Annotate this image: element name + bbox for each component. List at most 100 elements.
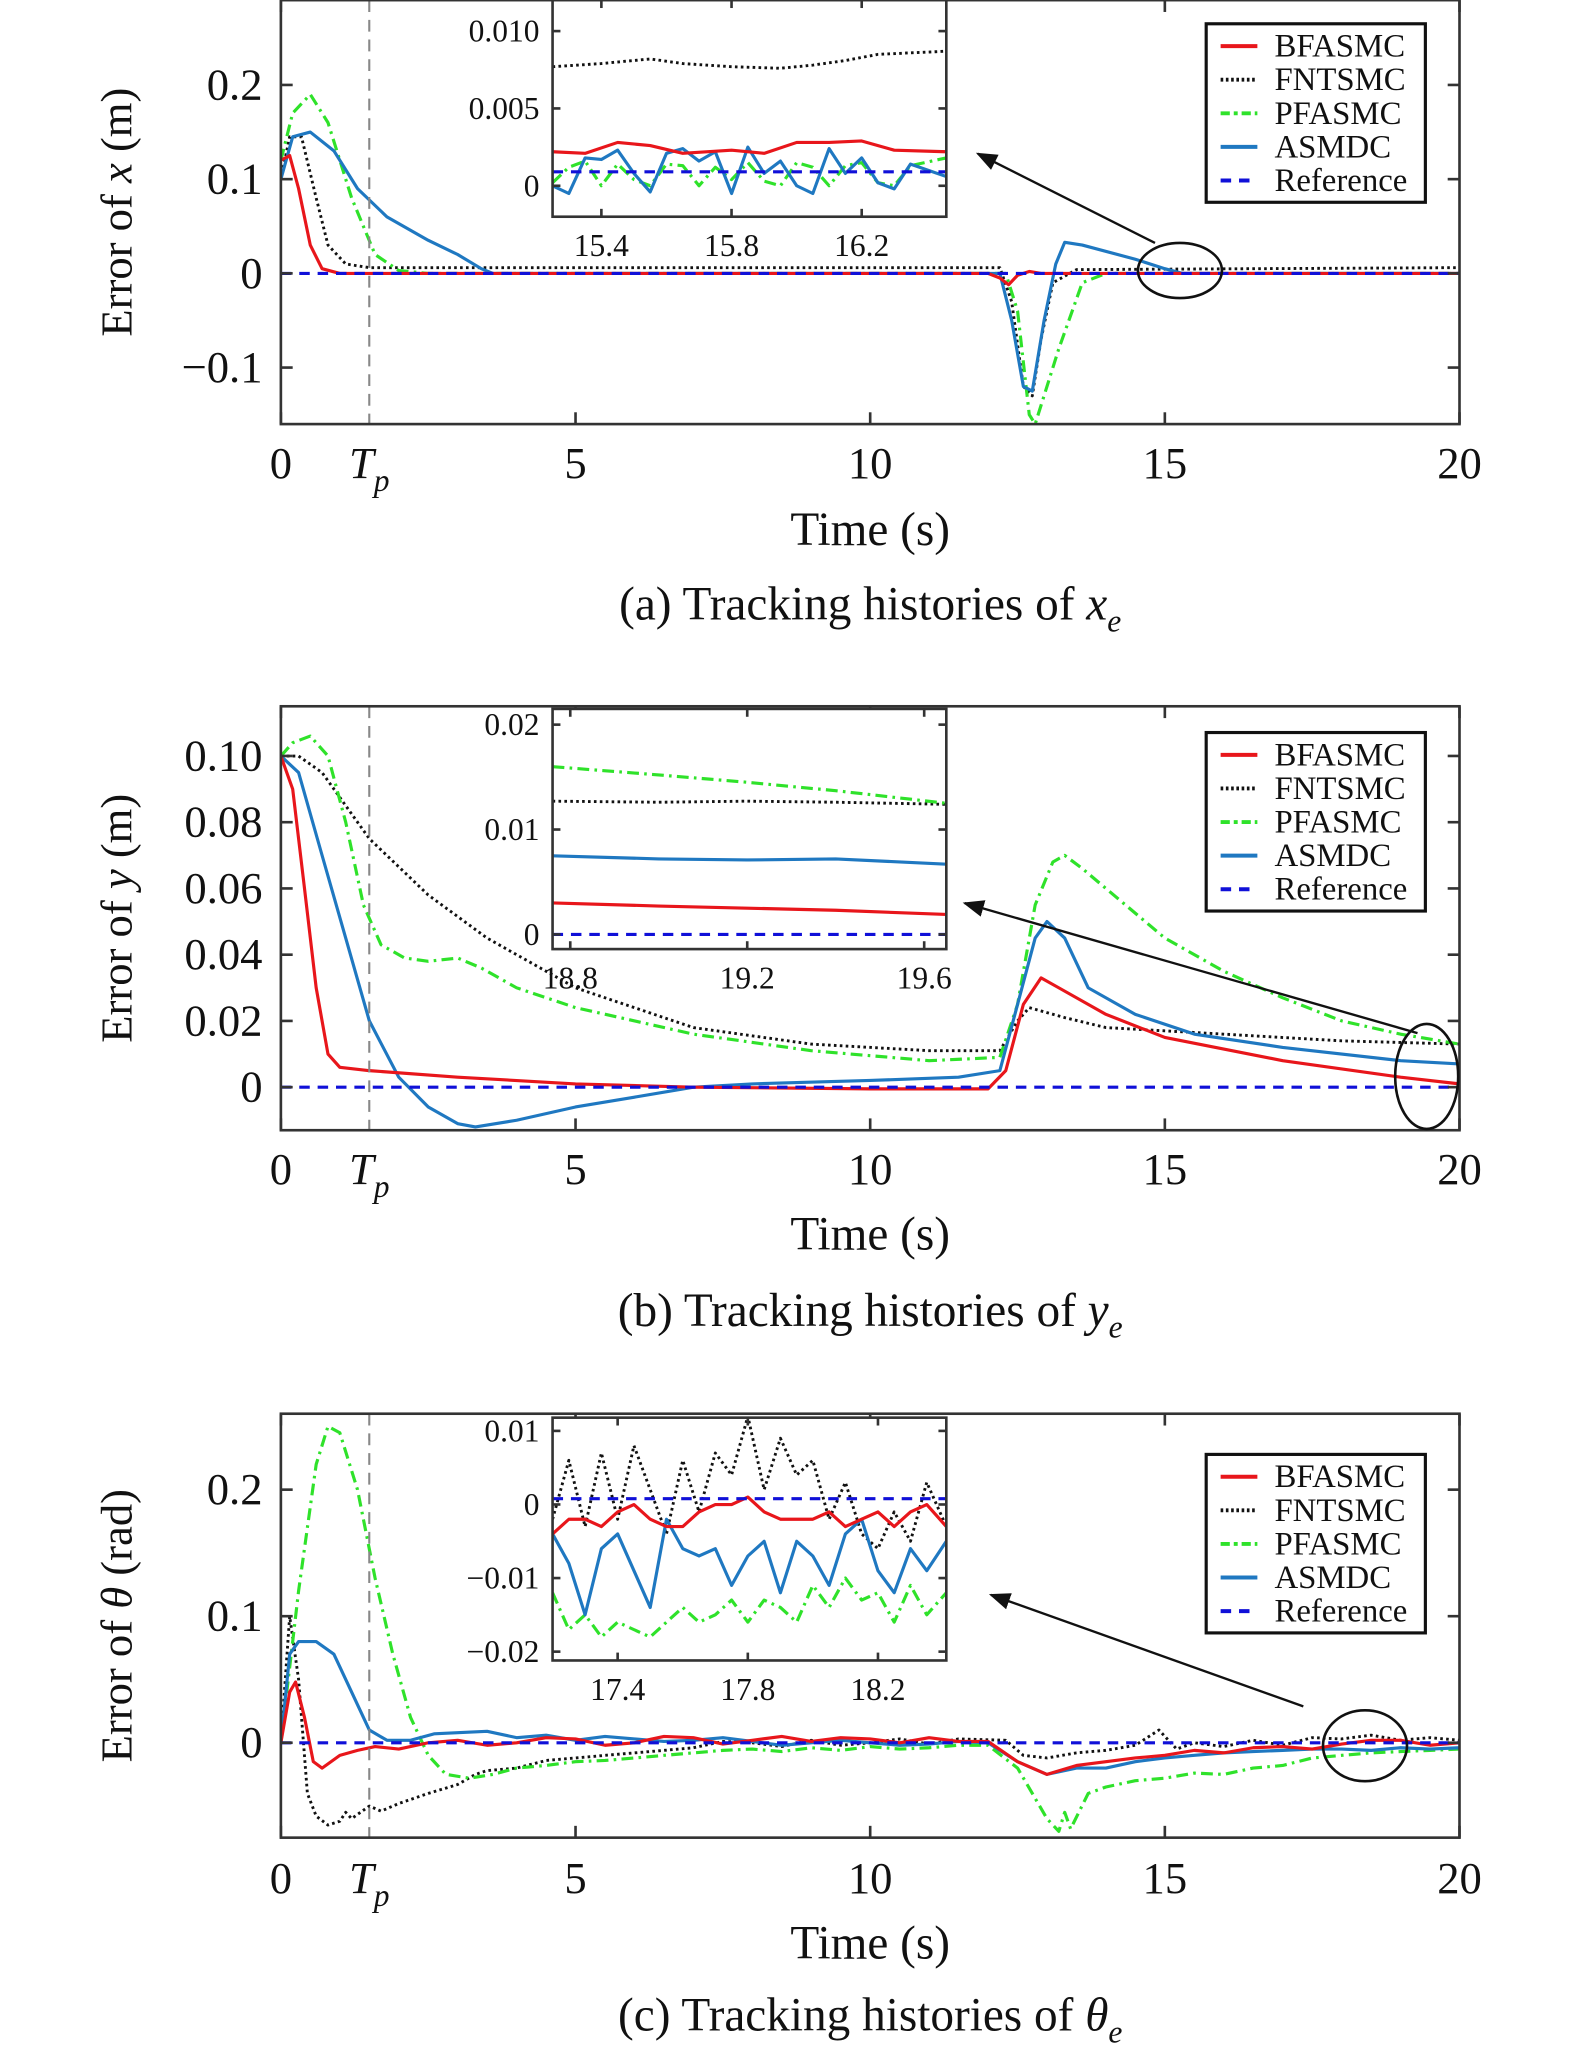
y-axis-label: Error of θ (rad) (91, 1489, 141, 1762)
inset-series-asmdc (552, 1517, 947, 1617)
main-series-pfasmc (280, 734, 1460, 1063)
inset-x-tick-label: 19.6 (897, 960, 952, 995)
x-axis-label: Time (s) (790, 1917, 950, 1969)
inset-series-pfasmc (552, 1576, 947, 1639)
inset-x-tick-label: 15.8 (704, 228, 759, 263)
y-tick-label: 0.06 (184, 863, 262, 913)
y-tick-label: 0 (240, 1717, 262, 1767)
legend-label-fntsmc: FNTSMC (1274, 1493, 1405, 1529)
caption-var: y (1084, 1285, 1109, 1337)
y-label-prefix: Error of (91, 183, 141, 337)
inset-x-tick-label: 17.4 (590, 1672, 645, 1707)
caption-sub: e (1109, 1310, 1123, 1345)
legend-label-reference: Reference (1274, 1594, 1407, 1630)
inset-x-tick-label: 18.2 (850, 1672, 905, 1707)
y-label-prefix: Error of (91, 889, 141, 1043)
x-tick-label: 5 (564, 438, 586, 488)
x-axis-label: Time (s) (790, 504, 950, 556)
inset-x-tick-label: 16.2 (834, 228, 889, 263)
y-tick-label: 0.08 (184, 797, 262, 847)
inset-y-tick-label: 0 (524, 1487, 540, 1522)
panel-b: 0 5 10 15 20 Tp 0 0.02 0.04 0.06 0.08 0.10 Error of … (91, 704, 1482, 1345)
y-label-suffix: (m) (91, 88, 141, 164)
x-tick-label: 0 (270, 1853, 292, 1903)
x-tick-label: 15 (1143, 1853, 1188, 1903)
inset-series-bfasmc (552, 901, 947, 917)
inset-plot: 18.8 19.2 19.6 0 0.01 0.02 (484, 707, 951, 995)
inset-plot: 17.4 17.8 18.2 −0.02 −0.01 0 0.01 (467, 1413, 948, 1707)
y-tick-label: 0 (240, 248, 262, 298)
y-axis-label: Error of y (m) (91, 794, 141, 1043)
legend-label-fntsmc: FNTSMC (1274, 771, 1405, 807)
y-label-var: x (91, 163, 141, 184)
caption: (a) Tracking histories of xe (619, 579, 1121, 639)
inset-series-bfasmc (552, 1495, 947, 1536)
legend-label-bfasmc: BFASMC (1274, 1459, 1405, 1495)
inset-y-tick-label: 0.005 (469, 91, 540, 126)
caption-sub: e (1108, 2014, 1122, 2049)
main-series-asmdc (280, 130, 1460, 393)
legend-label-bfasmc: BFASMC (1274, 737, 1405, 773)
tp-label-sub: p (372, 463, 390, 498)
y-label-suffix: (rad) (91, 1489, 141, 1587)
legend-label-reference: Reference (1274, 872, 1407, 908)
x-tick-label: 5 (564, 1853, 586, 1903)
legend-label-pfasmc: PFASMC (1274, 805, 1401, 841)
panel-c: 0 5 10 15 20 Tp 0 0.1 0.2 Error of θ (rad) Time (s… (91, 1412, 1482, 2050)
inset-series-pfasmc (552, 156, 947, 188)
legend-label-pfasmc: PFASMC (1274, 96, 1401, 132)
tp-label-sub: p (372, 1878, 390, 1913)
y-label-var: θ (91, 1587, 141, 1609)
inset-series-fntsmc (552, 1417, 947, 1551)
zoom-region-ellipse (1136, 241, 1224, 300)
y-label-suffix: (m) (91, 794, 141, 870)
inset-y-tick-label: 0.02 (484, 707, 539, 742)
y-tick-label: −0.1 (182, 342, 263, 392)
legend-label-pfasmc: PFASMC (1274, 1526, 1401, 1562)
legend-label-reference: Reference (1274, 163, 1407, 199)
main-series-bfasmc (280, 755, 1460, 1091)
tp-label: Tp (349, 438, 390, 498)
y-tick-label: 0.02 (184, 995, 262, 1045)
x-tick-label: 10 (848, 438, 893, 488)
zoom-arrow (962, 900, 1418, 1035)
inset-series-fntsmc (552, 49, 947, 70)
x-tick-label: 15 (1143, 1144, 1188, 1194)
inset-y-tick-label: 0.010 (469, 14, 540, 49)
inset-y-tick-label: 0.01 (484, 812, 539, 847)
main-series-fntsmc (280, 1614, 1460, 1827)
caption-sub: e (1107, 603, 1121, 638)
x-tick-label: 10 (848, 1853, 893, 1903)
tp-label-main: T (349, 1853, 377, 1903)
y-axis-label: Error of x (m) (91, 88, 141, 337)
caption-text: (a) Tracking histories of (619, 579, 1086, 631)
caption-text: (c) Tracking histories of (618, 1990, 1085, 2042)
y-tick-label: 0 (240, 1062, 262, 1112)
caption: (c) Tracking histories of θe (618, 1990, 1122, 2050)
main-series-fntsmc (280, 754, 1460, 1053)
y-label-prefix: Error of (91, 1609, 141, 1763)
zoom-arrow (975, 152, 1156, 245)
inset-x-tick-label: 18.8 (543, 960, 598, 995)
zoom-region-ellipse (1321, 1709, 1409, 1783)
inset-y-tick-label: −0.02 (467, 1634, 540, 1669)
inset-series-asmdc (552, 854, 947, 866)
main-series-pfasmc (280, 92, 1460, 425)
zoom-arrow (988, 1593, 1304, 1708)
tp-label: Tp (349, 1853, 390, 1913)
inset-background (552, 0, 947, 217)
x-tick-label: 0 (270, 438, 292, 488)
x-tick-label: 20 (1437, 1853, 1482, 1903)
inset-series-bfasmc (552, 139, 947, 155)
inset-frame (551, 1416, 948, 1662)
tp-label-main: T (349, 1144, 377, 1194)
x-tick-label: 20 (1437, 1144, 1482, 1194)
x-axis-label: Time (s) (790, 1209, 950, 1261)
tp-label-main: T (349, 438, 377, 488)
x-tick-label: 10 (848, 1144, 893, 1194)
